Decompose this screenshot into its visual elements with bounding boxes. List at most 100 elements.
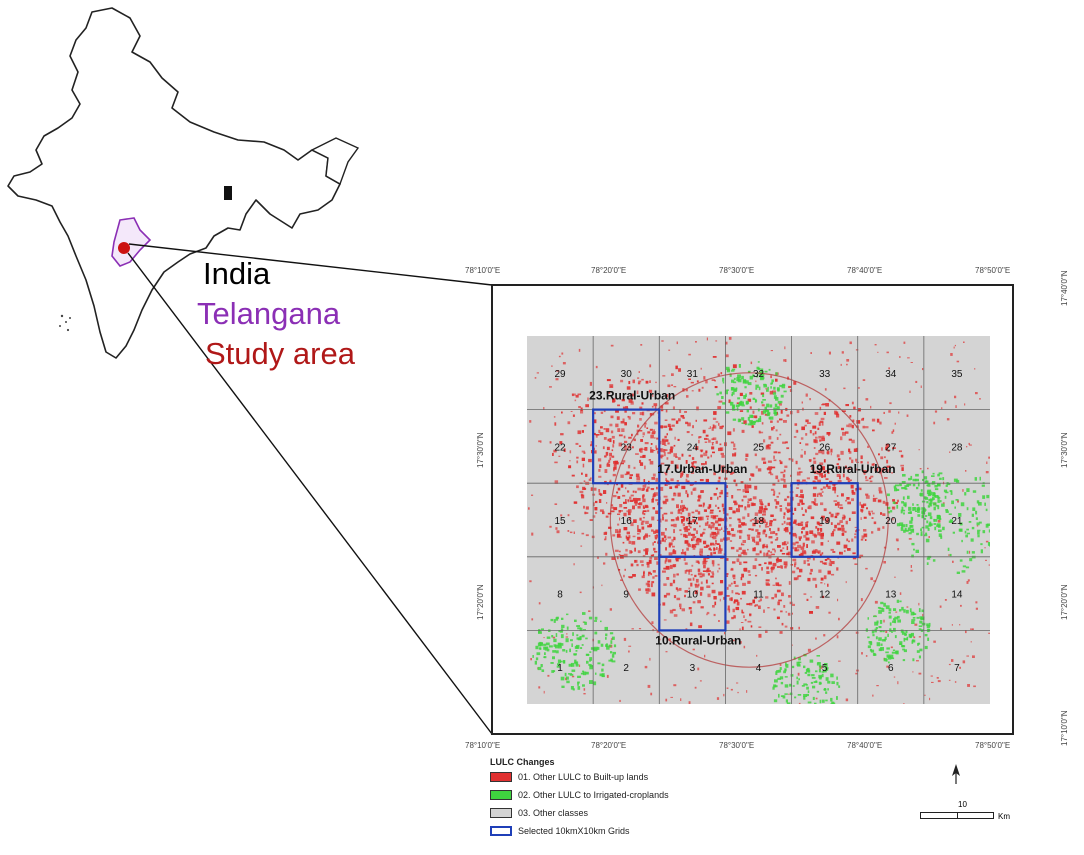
- cropland-pixel: [932, 496, 935, 500]
- built-up-pixel: [772, 562, 777, 567]
- built-up-pixel: [951, 659, 954, 662]
- built-up-pixel: [563, 448, 566, 452]
- built-up-pixel: [599, 509, 604, 512]
- cropland-pixel: [893, 608, 897, 611]
- cropland-pixel: [885, 605, 890, 610]
- cropland-pixel: [595, 672, 597, 675]
- cropland-pixel: [891, 651, 896, 654]
- scale-bar: 10 Km: [920, 800, 1010, 821]
- built-up-pixel: [715, 532, 718, 537]
- built-up-pixel: [561, 352, 564, 355]
- built-up-pixel: [577, 393, 582, 396]
- built-up-pixel: [770, 420, 773, 423]
- built-up-pixel: [758, 509, 762, 514]
- built-up-pixel: [912, 671, 914, 673]
- built-up-pixel: [673, 614, 678, 617]
- built-up-pixel: [903, 341, 906, 344]
- built-up-pixel: [684, 528, 689, 533]
- built-up-pixel: [742, 582, 746, 586]
- built-up-pixel: [720, 372, 723, 375]
- cropland-pixel: [905, 529, 909, 532]
- built-up-pixel: [772, 584, 775, 586]
- built-up-pixel: [765, 533, 768, 538]
- built-up-pixel: [670, 524, 674, 527]
- built-up-pixel: [783, 484, 787, 488]
- cropland-pixel: [902, 659, 906, 662]
- cropland-pixel: [918, 608, 921, 613]
- cropland-pixel: [722, 402, 726, 405]
- built-up-pixel: [680, 500, 683, 504]
- cropland-pixel: [961, 539, 963, 543]
- built-up-pixel: [710, 496, 713, 500]
- built-up-pixel: [647, 525, 651, 528]
- cropland-pixel: [951, 500, 954, 505]
- cropland-pixel: [774, 685, 778, 688]
- cropland-pixel: [780, 400, 783, 404]
- cropland-pixel: [546, 636, 551, 639]
- cropland-pixel: [716, 393, 719, 396]
- built-up-pixel: [876, 497, 878, 499]
- built-up-pixel: [850, 479, 852, 482]
- cropland-pixel: [576, 634, 579, 637]
- built-up-pixel: [650, 434, 654, 439]
- built-up-pixel: [863, 529, 867, 532]
- built-up-pixel: [872, 429, 875, 432]
- built-up-pixel: [962, 489, 964, 492]
- cropland-pixel: [902, 648, 905, 651]
- built-up-pixel: [758, 626, 762, 628]
- cropland-pixel: [903, 637, 906, 642]
- cropland-pixel: [560, 676, 565, 681]
- built-up-pixel: [784, 529, 789, 533]
- built-up-pixel: [742, 489, 747, 493]
- cropland-pixel: [910, 525, 913, 528]
- built-up-pixel: [578, 445, 582, 447]
- built-up-pixel: [783, 478, 786, 483]
- cropland-pixel: [867, 617, 869, 620]
- coord-right-label: 17°30'0"N: [1060, 432, 1069, 468]
- built-up-pixel: [818, 492, 822, 496]
- built-up-pixel: [739, 535, 742, 539]
- built-up-pixel: [740, 543, 745, 546]
- built-up-pixel: [667, 559, 672, 563]
- built-up-pixel: [619, 504, 623, 508]
- built-up-pixel: [762, 521, 766, 524]
- built-up-pixel: [673, 529, 675, 534]
- built-up-pixel: [829, 559, 832, 563]
- built-up-pixel: [936, 677, 939, 679]
- built-up-pixel: [675, 587, 678, 590]
- built-up-pixel: [600, 426, 603, 429]
- built-up-pixel: [738, 520, 742, 524]
- built-up-pixel: [848, 517, 851, 521]
- grid-cell-number: 27: [885, 442, 897, 453]
- built-up-pixel: [549, 441, 552, 444]
- built-up-pixel: [918, 636, 921, 638]
- built-up-pixel: [791, 512, 795, 515]
- built-up-pixel: [706, 613, 708, 616]
- built-up-pixel: [652, 473, 656, 477]
- cropland-pixel: [893, 618, 896, 621]
- built-up-pixel: [845, 520, 848, 525]
- cropland-pixel: [743, 379, 747, 383]
- built-up-pixel: [791, 458, 794, 462]
- built-up-pixel: [692, 547, 696, 550]
- built-up-pixel: [704, 532, 706, 534]
- built-up-pixel: [742, 516, 746, 520]
- cropland-pixel: [577, 627, 581, 630]
- built-up-pixel: [618, 442, 622, 447]
- built-up-pixel: [777, 479, 780, 483]
- built-up-pixel: [701, 467, 703, 470]
- built-up-pixel: [645, 520, 649, 525]
- built-up-pixel: [764, 508, 768, 511]
- built-up-pixel: [842, 410, 846, 412]
- cropland-pixel: [544, 647, 548, 651]
- built-up-pixel: [732, 639, 735, 642]
- cropland-pixel: [755, 419, 760, 423]
- built-up-pixel: [736, 601, 740, 606]
- built-up-pixel: [711, 582, 714, 585]
- built-up-pixel: [566, 633, 568, 635]
- built-up-pixel: [705, 478, 709, 483]
- built-up-pixel: [835, 512, 839, 516]
- built-up-pixel: [663, 594, 667, 598]
- built-up-pixel: [944, 599, 947, 601]
- cropland-pixel: [735, 387, 738, 389]
